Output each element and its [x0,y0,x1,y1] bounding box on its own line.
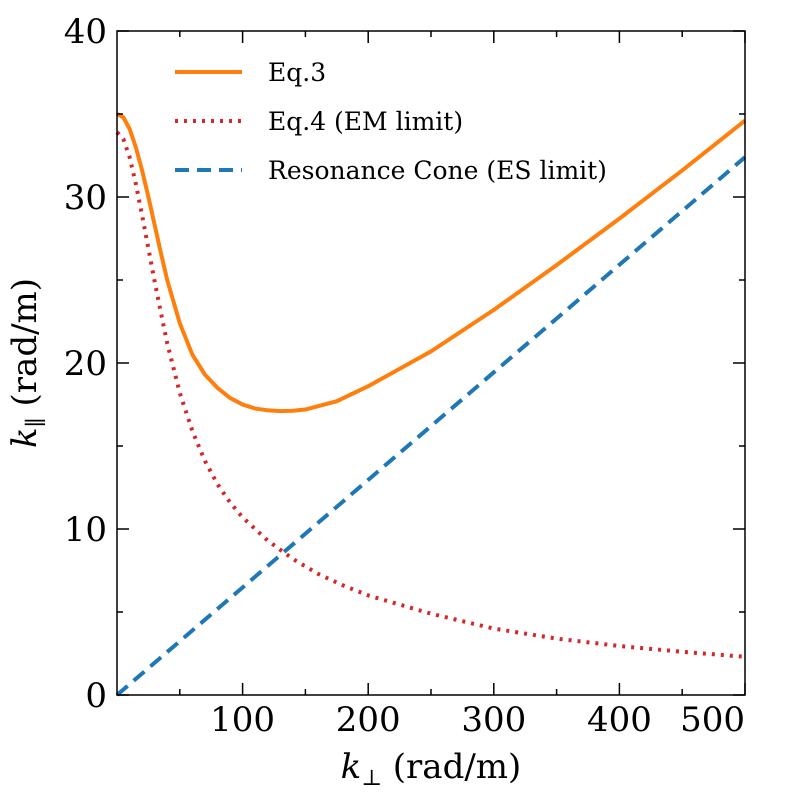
legend-label-1: Eq.3 [268,58,326,87]
series-line-3 [115,155,747,697]
x-axis-label: k⊥ (rad/m) [341,747,522,791]
legend-label-2: Eq.4 (EM limit) [268,107,463,136]
legend: Eq.3 Eq.4 (EM limit) Resonance Cone (ES li… [175,58,607,185]
x-tick-label: 300 [461,700,526,740]
series-line-1 [116,112,747,414]
x-axis-unit: (rad/m) [382,747,521,787]
x-tick-label: 100 [210,700,275,740]
series-layer [115,112,747,697]
x-axis-symbol: k [341,747,362,787]
legend-label-3: Resonance Cone (ES limit) [268,156,607,185]
y-tick-label: 20 [64,344,107,384]
y-axis-subscript: ∥ [24,417,49,427]
x-tick-label: 500 [680,700,745,740]
x-axis-subscript: ⊥ [361,766,382,791]
x-tick-label: 200 [336,700,401,740]
y-tick-label: 10 [64,510,107,550]
series-line-2 [115,130,746,659]
y-axis-label: k∥ (rad/m) [5,278,49,448]
y-tick-label: 30 [64,178,107,218]
y-tick-label: 40 [64,12,107,52]
y-axis-unit: (rad/m) [5,278,45,417]
x-tick-label: 400 [587,700,652,740]
y-axis-symbol: k [5,427,45,448]
y-tick-label: 0 [85,676,107,716]
ticks-layer: 100 200 300 400 500 0 10 20 30 40 [64,12,746,740]
